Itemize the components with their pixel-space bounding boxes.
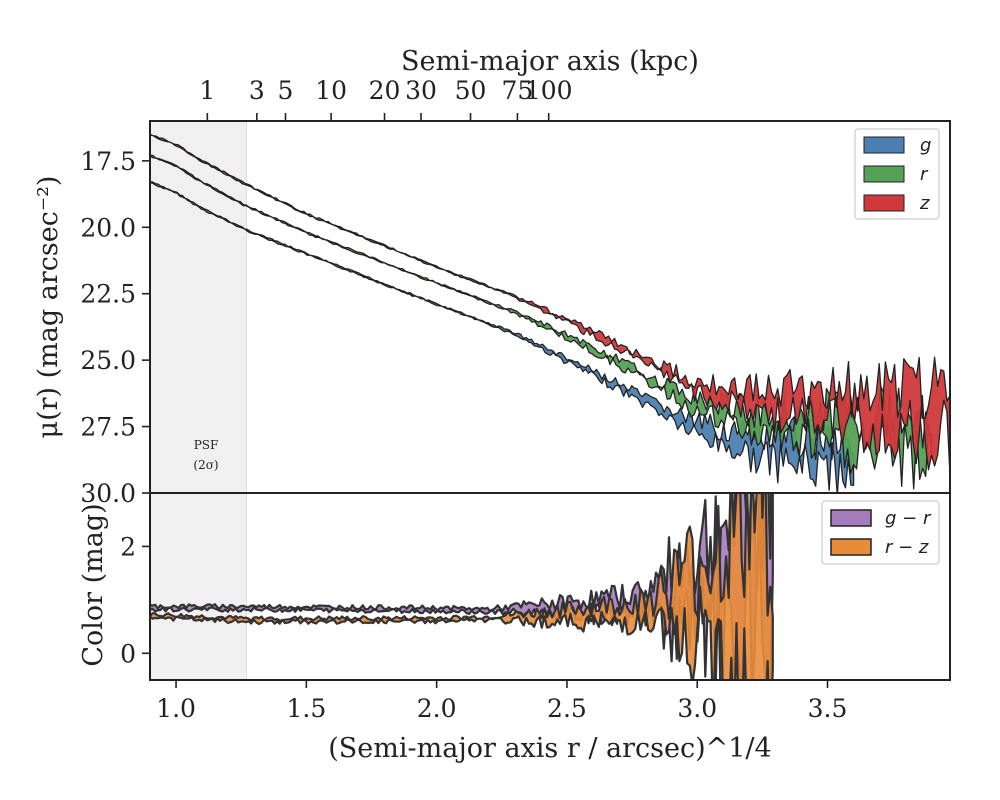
kpc-tick-label: 100: [525, 76, 573, 105]
legend-label-color-0: g − r: [885, 508, 932, 529]
ytick-label-bottom: 2: [120, 532, 136, 561]
legend-swatch-z: [863, 194, 905, 212]
ytick-label-top: 27.5: [80, 413, 136, 442]
legend-label-color-1: r − z: [885, 537, 929, 558]
legend-swatch-color-1: [830, 538, 872, 556]
psf-sigma-label: (2σ): [193, 458, 218, 472]
top-series-group: [150, 133, 950, 493]
xtick-label: 3.0: [677, 694, 717, 723]
surface-brightness-panel: PSF(2σ)17.520.022.525.027.530.01 3 5 10 20 30…: [80, 46, 951, 681]
ytick-label-top: 17.5: [80, 147, 136, 176]
x-axis-title: (Semi-major axis r / arcsec)^1/4: [328, 733, 771, 764]
bottom-series-group: [150, 493, 774, 680]
kpc-tick-label: 5: [278, 76, 294, 105]
legend-label-z: z: [919, 193, 930, 214]
kpc-tick-label: 50: [455, 76, 487, 105]
kpc-tick-label: 20: [369, 76, 401, 105]
top-ylabel: μ(r) (mag arcsec⁻²): [33, 176, 64, 439]
ytick-label-top: 22.5: [80, 280, 136, 309]
legend-label-r: r: [920, 164, 929, 185]
xtick-label: 3.5: [808, 694, 848, 723]
series-g-band: [150, 180, 855, 493]
ytick-label-top: 25.0: [80, 346, 136, 375]
series-r-band: [150, 154, 933, 490]
kpc-tick-label: 10: [315, 76, 347, 105]
color-panel: 0 2 1.0 1.5 2.0 2.5 3.0 3.5 g − r r − z: [120, 492, 951, 723]
top-axis-title: Semi-major axis (kpc): [401, 46, 699, 77]
bottom-ylabel: Color (mag): [78, 503, 109, 666]
legend-swatch-color-0: [830, 509, 872, 527]
ytick-label-top: 30.0: [80, 479, 136, 508]
series-color-1-band: [150, 493, 774, 680]
series-color-0-band: [150, 493, 774, 680]
psf-label: PSF: [194, 438, 219, 452]
kpc-tick-label: 1: [199, 76, 215, 105]
legend-top: grz: [854, 128, 940, 220]
kpc-tick-label: 3: [249, 76, 265, 105]
xtick-label: 1.5: [286, 694, 326, 723]
psf-shaded-region: [149, 120, 247, 681]
xtick-label: 2.0: [417, 694, 457, 723]
ytick-label-bottom: 0: [120, 639, 136, 668]
ytick-label-top: 20.0: [80, 213, 136, 242]
legend-bottom: g − r r − z: [821, 500, 940, 565]
bottom-panel-frame: [149, 492, 951, 681]
kpc-tick-label: 75: [502, 76, 534, 105]
xtick-label: 2.5: [547, 694, 587, 723]
axes-text: μ(r) (mag arcsec⁻²) Color (mag) (Semi-majo…: [33, 176, 772, 764]
series-z-band: [150, 133, 950, 476]
kpc-tick-label: 30: [405, 76, 437, 105]
legend-swatch-r: [863, 165, 905, 183]
xtick-label: 1.0: [156, 694, 196, 723]
legend-label-g: g: [920, 135, 931, 156]
legend-swatch-g: [863, 136, 905, 154]
